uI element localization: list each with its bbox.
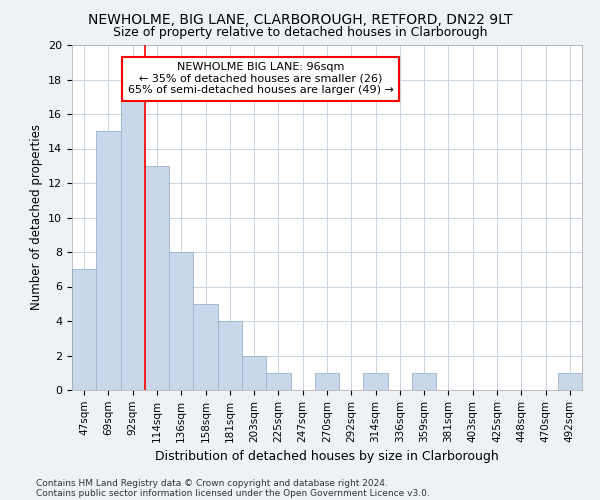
Bar: [96, 131, 121, 390]
Text: Contains public sector information licensed under the Open Government Licence v3: Contains public sector information licen…: [36, 488, 430, 498]
Y-axis label: Number of detached properties: Number of detached properties: [29, 124, 43, 310]
Bar: [72, 269, 96, 390]
Text: NEWHOLME, BIG LANE, CLARBOROUGH, RETFORD, DN22 9LT: NEWHOLME, BIG LANE, CLARBOROUGH, RETFORD…: [88, 12, 512, 26]
Bar: [364, 373, 388, 390]
Bar: [121, 97, 145, 390]
Text: Contains HM Land Registry data © Crown copyright and database right 2024.: Contains HM Land Registry data © Crown c…: [36, 478, 388, 488]
Bar: [242, 356, 266, 390]
Text: NEWHOLME BIG LANE: 96sqm
← 35% of detached houses are smaller (26)
65% of semi-d: NEWHOLME BIG LANE: 96sqm ← 35% of detach…: [128, 62, 394, 96]
Bar: [412, 373, 436, 390]
Bar: [169, 252, 193, 390]
Bar: [315, 373, 339, 390]
Bar: [145, 166, 169, 390]
Text: Size of property relative to detached houses in Clarborough: Size of property relative to detached ho…: [113, 26, 487, 39]
X-axis label: Distribution of detached houses by size in Clarborough: Distribution of detached houses by size …: [155, 450, 499, 463]
Bar: [218, 321, 242, 390]
Bar: [558, 373, 582, 390]
Bar: [266, 373, 290, 390]
Bar: [193, 304, 218, 390]
